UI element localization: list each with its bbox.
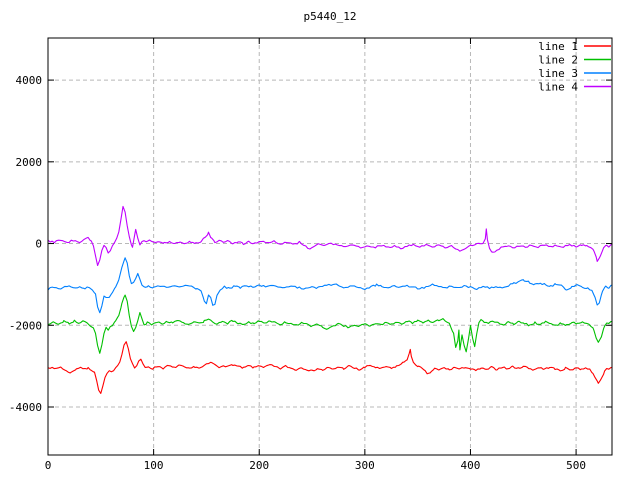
x-tick-label-200: 200 xyxy=(249,459,269,472)
axis-layer: 0 100 200 300 400 500 -4000 -2000 0 2000 4000 xyxy=(9,38,612,472)
y-tick-label-0: 0 xyxy=(35,238,42,251)
legend-label-line-1: line 1 xyxy=(538,40,578,53)
x-tick-label-300: 300 xyxy=(355,459,375,472)
legend-label-line-2: line 2 xyxy=(538,54,578,67)
y-tick-label--4000: -4000 xyxy=(9,401,42,414)
legend: line 1 line 2 line 3 line 4 xyxy=(538,40,611,94)
x-tick-label-100: 100 xyxy=(144,459,164,472)
x-tick-label-400: 400 xyxy=(461,459,481,472)
legend-label-line-4: line 4 xyxy=(538,81,578,94)
series-layer xyxy=(48,205,612,394)
series-line-3 xyxy=(48,257,612,314)
y-tick-label-2000: 2000 xyxy=(16,156,43,169)
x-tick-label-0: 0 xyxy=(45,459,52,472)
legend-label-line-3: line 3 xyxy=(538,67,578,80)
y-tick-label--2000: -2000 xyxy=(9,319,42,332)
series-line-4 xyxy=(48,205,612,267)
y-tick-label-4000: 4000 xyxy=(16,74,43,87)
plot-border xyxy=(47,37,613,456)
series-line-2 xyxy=(48,294,612,354)
series-line-1 xyxy=(48,341,612,394)
x-tick-label-500: 500 xyxy=(566,459,586,472)
chart-title: p5440_12 xyxy=(304,10,357,23)
